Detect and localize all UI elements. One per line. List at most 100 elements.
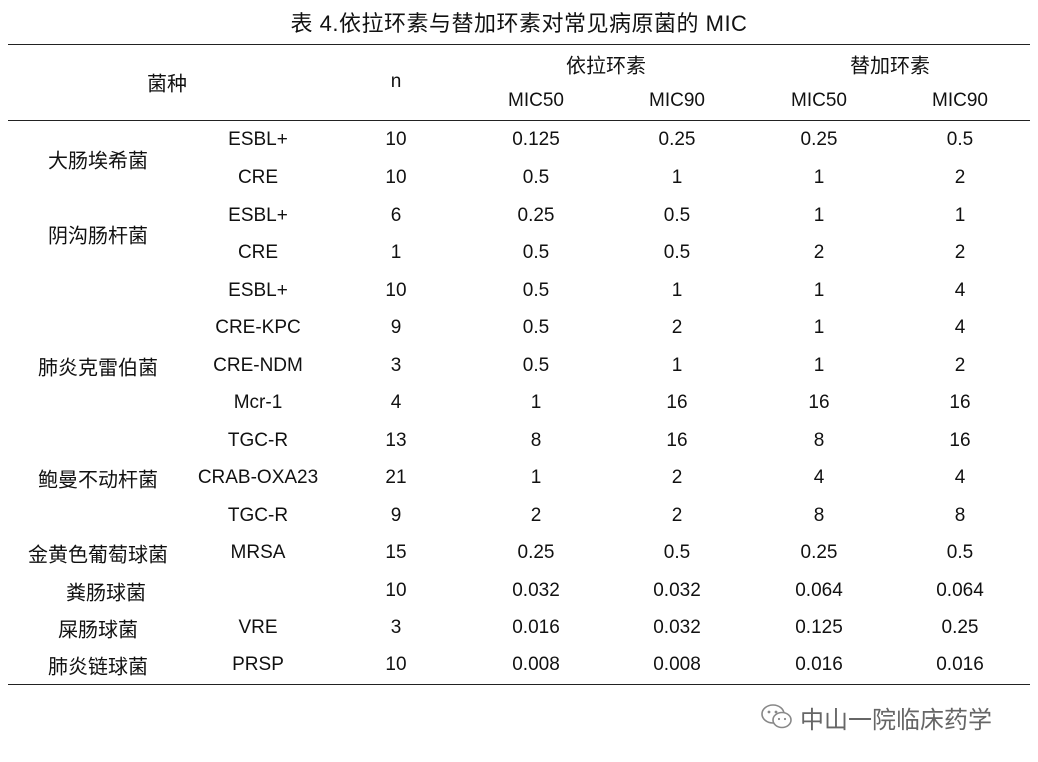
cell-b-mic50: 0.064 [795,580,843,601]
cell-a-mic90: 0.5 [663,542,691,563]
header-b-mic90: MIC90 [932,90,988,111]
cell-a-mic90: 16 [666,392,688,413]
cell-b-mic50: 1 [813,355,825,376]
cell-a-mic50: 0.25 [517,205,555,226]
cell-b-mic90: 8 [954,505,966,526]
header-species: 菌种 [147,73,187,96]
cell-a-mic50: 8 [530,430,542,451]
cell-subtype: PRSP [232,654,284,675]
cell-b-mic90: 16 [949,392,971,413]
cell-n: 13 [385,430,407,451]
cell-a-mic90: 2 [671,467,683,488]
cell-subtype: CRE-NDM [213,355,303,376]
cell-b-mic50: 1 [813,280,825,301]
cell-b-mic50: 8 [813,430,825,451]
cell-n: 3 [390,355,402,376]
cell-a-mic90: 2 [671,505,683,526]
cell-b-mic50: 1 [813,167,825,188]
cell-subtype: CRE [237,242,279,263]
cell-a-mic50: 0.5 [522,355,550,376]
cell-b-mic50: 4 [813,467,825,488]
species-label: 肺炎克雷伯菌 [38,357,158,380]
cell-a-mic50: 0.5 [522,167,550,188]
cell-b-mic50: 0.25 [800,129,838,150]
header-drug-a: 依拉环素 [566,55,646,78]
bottom-rule [8,684,1030,685]
cell-b-mic90: 2 [954,242,966,263]
cell-a-mic50: 0.5 [522,280,550,301]
cell-subtype: CRE [237,167,279,188]
cell-b-mic50: 1 [813,205,825,226]
cell-n: 10 [385,580,407,601]
species-label: 金黄色葡萄球菌 [28,544,168,567]
cell-a-mic50: 0.032 [512,580,560,601]
cell-b-mic90: 0.016 [936,654,984,675]
cell-b-mic50: 0.25 [800,542,838,563]
cell-n: 10 [385,654,407,675]
cell-a-mic90: 1 [671,280,683,301]
cell-b-mic90: 1 [954,205,966,226]
cell-n: 10 [385,280,407,301]
species-label: 屎肠球菌 [58,619,138,642]
cell-b-mic50: 16 [808,392,830,413]
cell-a-mic90: 0.5 [663,205,691,226]
cell-a-mic90: 0.5 [663,242,691,263]
cell-n: 15 [385,542,407,563]
cell-n: 9 [390,505,402,526]
cell-a-mic50: 0.016 [512,617,560,638]
cell-n: 21 [385,467,407,488]
cell-b-mic90: 4 [954,317,966,338]
cell-b-mic90: 0.5 [946,542,974,563]
cell-b-mic90: 2 [954,355,966,376]
cell-a-mic90: 1 [671,167,683,188]
species-label: 肺炎链球菌 [48,656,148,679]
cell-subtype: TGC-R [227,430,289,451]
species-label: 鲍曼不动杆菌 [38,469,158,492]
cell-b-mic90: 2 [954,167,966,188]
cell-b-mic50: 8 [813,505,825,526]
cell-subtype: CRAB-OXA23 [197,467,319,488]
header-a-mic90: MIC90 [649,90,705,111]
cell-a-mic90: 0.25 [658,129,696,150]
cell-b-mic90: 0.25 [941,617,979,638]
cell-a-mic90: 0.032 [653,580,701,601]
cell-n: 9 [390,317,402,338]
header-a-mic50: MIC50 [508,90,564,111]
cell-a-mic50: 2 [530,505,542,526]
cell-a-mic90: 16 [666,430,688,451]
cell-subtype: ESBL+ [228,280,288,301]
cell-a-mic90: 2 [671,317,683,338]
cell-a-mic50: 1 [530,467,542,488]
watermark-text: 中山一院临床药学 [800,706,992,734]
cell-subtype: ESBL+ [228,129,288,150]
species-label: 粪肠球菌 [66,582,146,605]
cell-subtype: CRE-KPC [215,317,301,338]
cell-subtype: TGC-R [227,505,289,526]
cell-n: 10 [385,129,407,150]
header-n: n [390,71,402,92]
top-rule [8,44,1030,45]
cell-a-mic90: 1 [671,355,683,376]
cell-b-mic90: 16 [949,430,971,451]
wechat-icon [761,704,792,729]
watermark: 中山一院临床药学 [760,700,992,734]
cell-n: 10 [385,167,407,188]
cell-a-mic50: 1 [530,392,542,413]
cell-n: 1 [390,242,402,263]
header-rule [8,120,1030,121]
cell-b-mic50: 1 [813,317,825,338]
cell-b-mic90: 0.5 [946,129,974,150]
cell-a-mic50: 0.5 [522,317,550,338]
cell-b-mic90: 4 [954,280,966,301]
cell-subtype: VRE [238,617,278,638]
cell-b-mic50: 2 [813,242,825,263]
cell-subtype: MRSA [230,542,286,563]
table-title: 表 4.依拉环素与替加环素对常见病原菌的 MIC [290,11,748,36]
cell-b-mic50: 0.125 [795,617,843,638]
cell-a-mic50: 0.125 [512,129,560,150]
cell-n: 3 [390,617,402,638]
species-label: 大肠埃希菌 [48,150,148,173]
cell-a-mic50: 0.5 [522,242,550,263]
cell-a-mic50: 0.25 [517,542,555,563]
header-drug-b: 替加环素 [850,55,930,78]
